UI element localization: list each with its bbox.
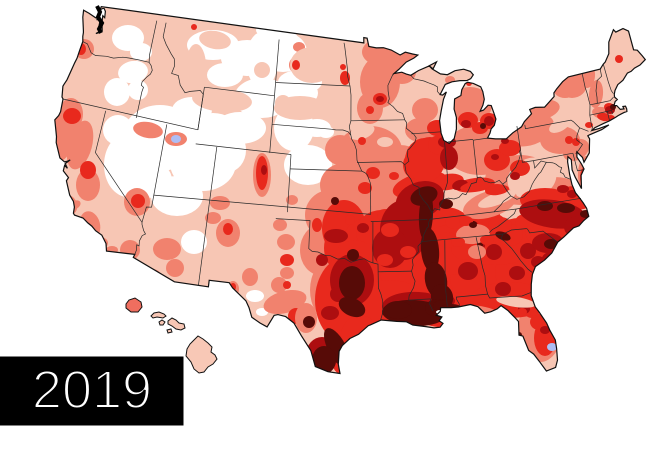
svg-text:2019: 2019 bbox=[32, 360, 152, 420]
